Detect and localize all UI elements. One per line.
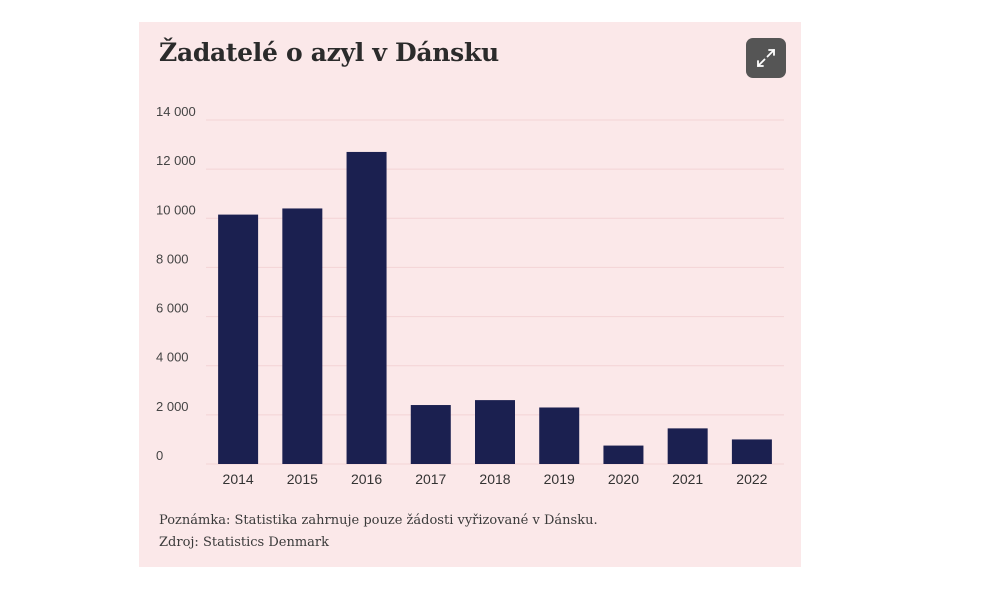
bar-2020 <box>603 445 644 464</box>
bar-2017 <box>410 405 451 464</box>
chart-card: 0 2 000 4 000 6 000 8 000 10 000 12 000 14 000 2… <box>139 22 801 567</box>
bar-2016 <box>346 151 387 464</box>
bar-2014 <box>218 214 259 464</box>
bar-2019 <box>539 407 580 464</box>
x-tick-label: 2021 <box>672 471 703 487</box>
chart-source: Zdroj: Statistics Denmark <box>159 535 329 550</box>
x-tick-label: 2015 <box>287 471 318 487</box>
bar-2022 <box>731 439 772 464</box>
bar-chart: 0 2 000 4 000 6 000 8 000 10 000 12 000 14 000 2… <box>156 104 784 487</box>
y-tick-label: 8 000 <box>156 251 189 266</box>
y-tick-label: 4 000 <box>156 350 189 365</box>
y-tick-label: 14 000 <box>156 104 196 119</box>
y-tick-label: 2 000 <box>156 399 189 414</box>
x-tick-label: 2022 <box>736 471 767 487</box>
chart-note: Poznámka: Statistika zahrnuje pouze žádo… <box>159 513 598 528</box>
bar-2021 <box>667 428 708 464</box>
x-tick-label: 2017 <box>415 471 446 487</box>
chart-title: Žadatelé o azyl v Dánsku <box>159 38 499 67</box>
x-tick-label: 2016 <box>351 471 382 487</box>
x-tick-label: 2019 <box>544 471 575 487</box>
bar-2018 <box>475 400 515 464</box>
x-tick-label: 2018 <box>479 471 510 487</box>
y-tick-label: 0 <box>156 448 163 463</box>
expand-button[interactable] <box>746 38 786 78</box>
bar-2015 <box>282 208 323 464</box>
y-tick-label: 12 000 <box>156 153 196 168</box>
y-tick-label: 10 000 <box>156 202 196 217</box>
x-tick-label: 2020 <box>608 471 639 487</box>
x-tick-label: 2014 <box>223 471 254 487</box>
y-tick-label: 6 000 <box>156 301 189 316</box>
expand-arrows-icon <box>757 49 775 67</box>
